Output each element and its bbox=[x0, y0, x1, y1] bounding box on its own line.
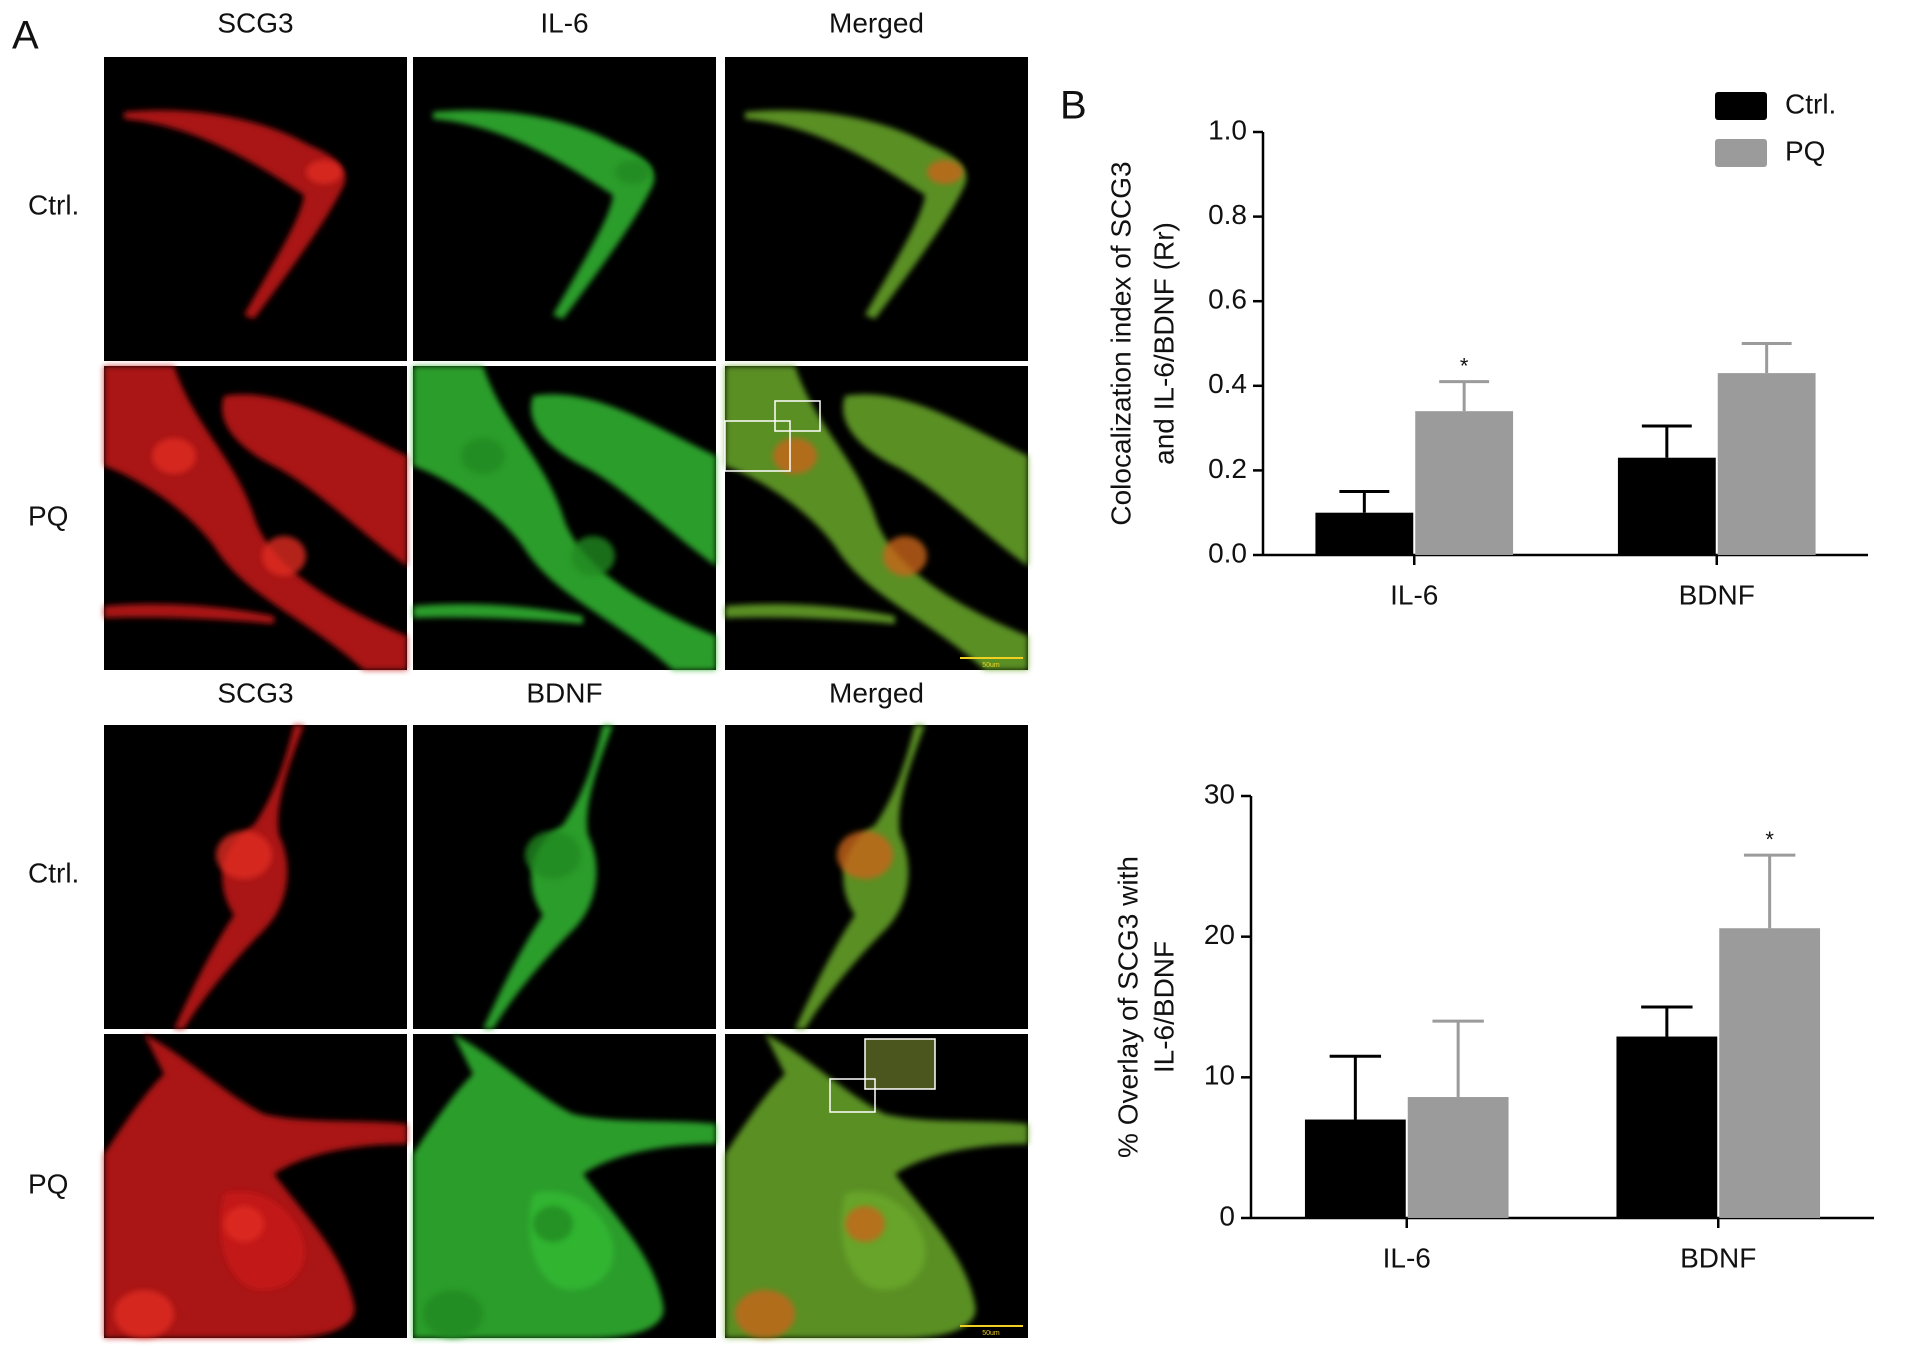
cell bbox=[413, 1034, 716, 1338]
cell bbox=[725, 604, 895, 624]
micrographs: 50um 50um bbox=[104, 57, 1028, 1338]
legend-label: PQ bbox=[1785, 135, 1825, 166]
inset-box bbox=[829, 1078, 876, 1113]
y-axis-label: and IL-6/BDNF (Rr) bbox=[1148, 222, 1179, 465]
legend-label: Ctrl. bbox=[1785, 88, 1836, 119]
legend-swatch bbox=[1715, 139, 1767, 167]
micrograph bbox=[725, 57, 1028, 361]
bar bbox=[1617, 457, 1716, 555]
y-tick-label: 0.8 bbox=[1208, 199, 1247, 230]
cell bbox=[413, 604, 583, 624]
row-label: PQ bbox=[28, 500, 68, 531]
nucleus bbox=[735, 1290, 795, 1338]
nucleus bbox=[883, 536, 927, 576]
nucleus bbox=[216, 831, 272, 879]
micrograph bbox=[413, 366, 716, 670]
bar bbox=[1415, 411, 1514, 555]
y-tick-label: 0.4 bbox=[1208, 368, 1247, 399]
legend-swatch bbox=[1715, 92, 1767, 120]
nucleus bbox=[533, 1206, 573, 1242]
cell bbox=[104, 604, 274, 624]
significance-marker: * bbox=[1460, 353, 1469, 378]
nucleus bbox=[262, 536, 306, 576]
row-label: PQ bbox=[28, 1168, 68, 1199]
nucleus bbox=[114, 1290, 174, 1338]
cell bbox=[124, 110, 346, 319]
cell bbox=[104, 1034, 407, 1338]
cell bbox=[531, 394, 716, 566]
row-label: Ctrl. bbox=[28, 189, 79, 220]
nucleus bbox=[423, 1290, 483, 1338]
row-label: Ctrl. bbox=[28, 857, 79, 888]
panel-label: A bbox=[12, 14, 39, 58]
cell bbox=[222, 394, 407, 566]
y-tick-label: 10 bbox=[1204, 1060, 1235, 1091]
nucleus bbox=[773, 438, 817, 474]
nucleus bbox=[306, 160, 342, 184]
inset-box bbox=[724, 420, 791, 472]
micrograph bbox=[104, 366, 407, 670]
nucleus bbox=[525, 831, 581, 879]
column-header: SCG3 bbox=[217, 7, 293, 38]
cell bbox=[433, 110, 655, 319]
nucleus bbox=[615, 160, 651, 184]
bar bbox=[1616, 1036, 1718, 1218]
bar bbox=[1717, 373, 1816, 555]
bar bbox=[1407, 1097, 1509, 1218]
significance-marker: * bbox=[1765, 827, 1774, 852]
micrograph bbox=[413, 57, 716, 361]
x-tick-label: IL-6 bbox=[1383, 1242, 1431, 1273]
y-tick-label: 1.0 bbox=[1208, 114, 1247, 145]
micrograph bbox=[104, 1034, 407, 1338]
nucleus bbox=[224, 1206, 264, 1242]
y-axis-label: Colocalization index of SCG3 bbox=[1105, 161, 1136, 525]
micrograph bbox=[104, 725, 407, 1029]
micrograph: 50um bbox=[725, 1034, 1028, 1338]
cell bbox=[725, 1034, 1028, 1338]
y-tick-label: 0.6 bbox=[1208, 284, 1247, 315]
column-header: IL-6 bbox=[540, 7, 588, 38]
scale-bar-label: 50um bbox=[982, 662, 1000, 669]
inset-box bbox=[774, 400, 821, 432]
nucleus bbox=[571, 536, 615, 576]
scale-bar-label: 50um bbox=[982, 1330, 1000, 1337]
nucleus bbox=[461, 438, 505, 474]
bar bbox=[1719, 928, 1821, 1218]
column-header: BDNF bbox=[526, 677, 602, 708]
cell bbox=[843, 394, 1028, 566]
nucleus bbox=[927, 160, 963, 184]
x-tick-label: BDNF bbox=[1679, 579, 1755, 610]
nucleus bbox=[152, 438, 196, 474]
micrograph: 50um bbox=[724, 366, 1028, 670]
y-tick-label: 0.2 bbox=[1208, 453, 1247, 484]
y-tick-label: 30 bbox=[1204, 778, 1235, 809]
y-axis-label: IL-6/BDNF bbox=[1148, 941, 1179, 1073]
column-header: SCG3 bbox=[217, 677, 293, 708]
micrograph bbox=[413, 725, 716, 1029]
micrograph bbox=[104, 57, 407, 361]
x-tick-label: IL-6 bbox=[1390, 579, 1438, 610]
x-tick-label: BDNF bbox=[1680, 1242, 1756, 1273]
micrograph bbox=[413, 1034, 716, 1338]
inset-box bbox=[864, 1038, 936, 1090]
cell bbox=[745, 110, 967, 319]
y-tick-label: 0 bbox=[1219, 1200, 1235, 1231]
bar bbox=[1315, 512, 1414, 555]
nucleus bbox=[845, 1206, 885, 1242]
nucleus bbox=[837, 831, 893, 879]
column-header: Merged bbox=[829, 677, 924, 708]
panel-label: B bbox=[1060, 84, 1087, 128]
bar bbox=[1304, 1119, 1406, 1218]
y-axis-label: % Overlay of SCG3 with bbox=[1112, 856, 1143, 1158]
column-header: Merged bbox=[829, 7, 924, 38]
y-tick-label: 20 bbox=[1204, 919, 1235, 950]
y-tick-label: 0.0 bbox=[1208, 537, 1247, 568]
micrograph bbox=[725, 725, 1028, 1029]
